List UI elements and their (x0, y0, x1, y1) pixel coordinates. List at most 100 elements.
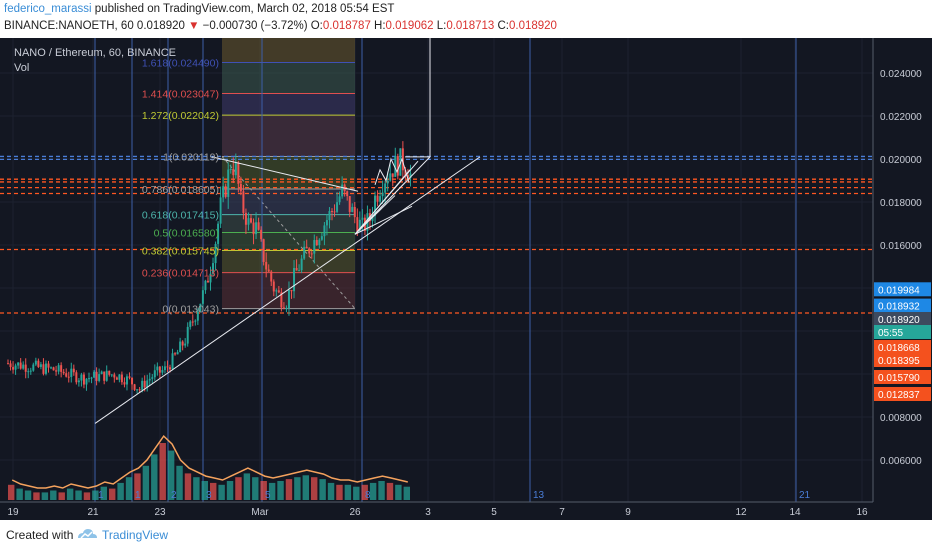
candle-body (189, 321, 192, 327)
publish-line: federico_marassi published on TradingVie… (4, 3, 394, 15)
candle-body (12, 367, 15, 370)
volume-bar (327, 482, 335, 500)
candle-body (70, 368, 73, 377)
volume-bar (311, 477, 318, 500)
author-link[interactable]: federico_marassi (4, 3, 92, 15)
volume-bar (58, 492, 65, 500)
volume-bar (243, 473, 251, 500)
cycle-lines (94, 38, 797, 502)
candle-body (158, 366, 161, 373)
candle-body (331, 211, 333, 213)
candle-body (148, 378, 151, 381)
candle-body (346, 191, 349, 197)
candle-body (118, 374, 121, 380)
price-axis[interactable] (873, 38, 932, 520)
tradingview-link[interactable]: TradingView (102, 528, 169, 542)
candle-body (409, 173, 412, 178)
candle-body (22, 364, 25, 369)
volume-bar (41, 492, 49, 500)
volume-bar (235, 477, 242, 500)
candle-body (325, 220, 328, 226)
candle-body (252, 222, 255, 235)
price-labels: 0.019984 0.018932 0.018920 05:55 0.018668 0.0… (874, 282, 931, 401)
volume-bar (378, 481, 385, 500)
candle-body (156, 366, 159, 371)
cycle-label: 2 (171, 490, 177, 501)
candle-body (224, 186, 227, 197)
candle-body (75, 372, 78, 383)
candle-body (110, 374, 113, 376)
volume-bar (336, 484, 343, 500)
cycle-label: 1 (135, 490, 141, 501)
fib-level-label: 0(0.013043) (162, 304, 219, 316)
candle-body (265, 261, 268, 270)
price-label-text: 0.018932 (878, 302, 920, 313)
candle-body (242, 191, 245, 213)
candle-body (356, 217, 359, 232)
candle-body (163, 366, 166, 371)
candle-body (32, 364, 35, 371)
candle-body (234, 162, 237, 176)
candle-body (24, 364, 27, 372)
candle-body (67, 376, 70, 378)
price-label-badge (874, 312, 931, 326)
candle-body (255, 222, 258, 235)
time-tick-label: 26 (349, 507, 361, 518)
candle-body (267, 269, 270, 272)
candle-body (358, 219, 361, 232)
tradingview-logo-icon[interactable] (76, 526, 98, 542)
volume-bar (125, 477, 133, 500)
candle-body (47, 363, 50, 368)
candle-body (214, 243, 217, 264)
candle-body (333, 211, 336, 213)
volume-bar (344, 484, 352, 500)
candle-body (323, 225, 326, 237)
time-tick-label: 19 (7, 507, 19, 518)
candle-body (270, 271, 273, 282)
time-tick-label: 5 (491, 507, 497, 518)
volume-bar (184, 473, 192, 500)
price-tick-label: 0.020000 (880, 155, 922, 166)
cycle-label: 1 (98, 490, 104, 501)
time-tick-label: 3 (425, 507, 431, 518)
change-text: −0.000730 (−3.72%) (199, 20, 311, 32)
candle-body (320, 236, 323, 240)
fan-line (354, 160, 419, 235)
time-axis[interactable] (0, 502, 932, 520)
candle-body (151, 377, 154, 379)
resistance-trendline (211, 156, 359, 192)
fib-zone (222, 214, 355, 233)
time-tick-label: Mar (251, 507, 269, 518)
candle-body (338, 196, 341, 203)
price-tick-label: 0.022000 (880, 112, 922, 123)
candle-body (295, 267, 298, 271)
high-label: H: (370, 20, 386, 32)
candle-body (85, 378, 88, 385)
candle-body (95, 371, 98, 381)
volume-bar (302, 475, 309, 500)
candle-body (404, 170, 407, 176)
volume-bar (83, 492, 91, 500)
high-value: 0.019062 (385, 20, 434, 32)
candle-body (315, 240, 318, 246)
volume-bar (151, 454, 158, 500)
candle-body (353, 206, 356, 218)
fib-level-label: 0.786(0.018605) (142, 184, 219, 196)
candle-body (82, 374, 85, 385)
price-chart[interactable]: 2.618(0.031565)2(0.027193)1.618(0.024490… (0, 38, 932, 520)
cycle-label: 5 (265, 490, 271, 501)
fib-zone (222, 38, 355, 63)
candle-body (171, 353, 174, 370)
candle-body (384, 183, 387, 193)
candle-body (371, 215, 374, 222)
fan-line (354, 182, 406, 235)
candle-body (17, 362, 20, 366)
symbol-info: BINANCE:NANOETH, 60 0.018920 (4, 20, 189, 32)
candle-body (389, 173, 392, 181)
cycle-label: 3 (206, 490, 212, 501)
fib-level-label: 0.236(0.014713) (142, 268, 219, 280)
time-tick-label: 14 (789, 507, 801, 518)
trend-drawings (94, 38, 481, 424)
candle-body (285, 308, 288, 310)
candle-body (19, 362, 22, 369)
